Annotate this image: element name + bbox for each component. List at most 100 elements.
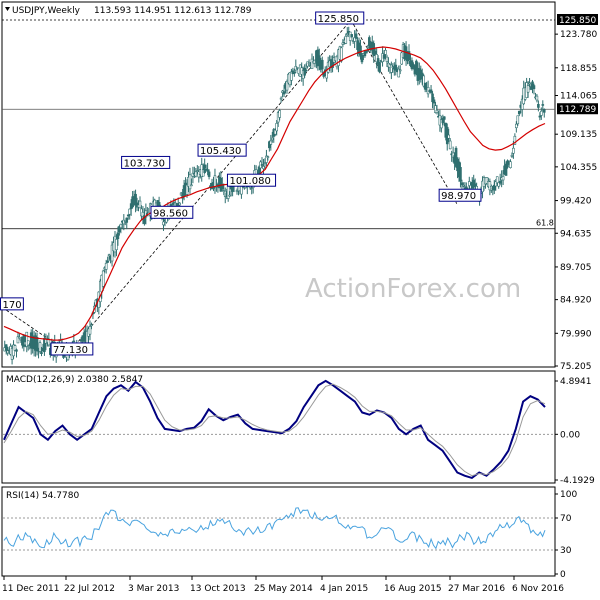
candle-body [13,345,17,351]
candle-body [38,342,42,352]
annotation-box [438,188,482,202]
annotation-label: 103.730 [124,158,165,169]
candle-body [429,89,433,93]
price-tick-label: 109.135 [560,130,597,140]
annotation-box [150,205,194,219]
candle-body [204,168,208,170]
candle-body [398,69,402,72]
rsi-panel-frame [1,486,556,577]
fib-label: 61.8 [536,219,554,228]
rsi-series [3,507,554,551]
candle-body [501,176,505,181]
candle-body [359,45,362,56]
x-tick-label: 22 Jul 2012 [64,584,115,594]
candle-body [495,176,499,184]
candle-body [394,64,398,71]
candle-body [513,135,517,145]
candle-body [460,182,464,186]
x-tick-label: 4 Jan 2015 [320,584,368,594]
candle-body [104,262,108,270]
x-tick-label: 27 Mar 2016 [448,584,505,594]
macd-panel-frame [1,370,556,484]
candle-body [310,58,314,69]
candle-body [340,47,343,62]
price-tick-label: 123.780 [560,30,597,40]
candle-body [422,75,426,87]
candle-body [528,82,531,85]
candle-body [115,239,118,251]
candle-body [532,85,536,90]
candle-body [517,110,521,115]
candle-body [350,34,353,38]
candle-body [542,109,546,113]
candle-body [373,50,377,55]
header-symbol: USDJPY,Weekly [12,6,81,16]
candle-body [282,91,286,95]
candle-body [442,116,446,120]
annotation-label: 170 [2,300,21,311]
price-tick-label: 94.635 [560,229,592,239]
candle-body [35,337,39,352]
candle-body [366,46,370,49]
candle-body [354,33,358,39]
candle-body [266,156,270,158]
candle-body [390,64,393,73]
candle-body [432,99,436,104]
candle-body [206,169,209,172]
price-tick-label: 99.420 [560,197,592,207]
price-tick-label: 104.355 [560,163,597,173]
candle-body [382,54,386,59]
x-tick-label: 3 Mar 2013 [128,584,179,594]
candle-body [275,123,279,132]
watermark: ActionForex.com [305,274,521,304]
candle-body [190,184,193,187]
x-tick-label: 16 Aug 2015 [384,584,442,594]
candle-body [16,336,20,344]
x-tick-label: 6 Nov 2016 [512,584,564,594]
candle-body [368,37,371,46]
candle-body [320,59,324,70]
candle-body [90,324,93,327]
header-ohlc: 113.593 114.951 112.613 112.789 [94,6,252,16]
candle-body [459,167,462,182]
candle-body [138,200,142,209]
rsi-tick-label: 70 [560,514,572,524]
candle-body [194,171,198,177]
candle-body [385,56,389,62]
trend-line [68,19,352,354]
top-price-label: 125.850 [559,16,596,26]
candle-body [516,115,520,125]
macd-series [3,379,554,480]
x-tick-label: 25 May 2014 [254,584,313,594]
candle-body [526,85,530,93]
candle-body [270,137,274,141]
candle-body [378,62,381,73]
price-tick-label: 79.990 [560,329,592,339]
candle-body [178,202,181,206]
candle-body [498,180,502,184]
candle-body [341,42,345,45]
top-price-box [557,14,598,25]
x-axis: 11 Dec 2011 22 Jul 2012 3 Mar 2013 13 Oct 2… [2,576,564,594]
annotation-box [50,342,94,356]
rsi-y-axis: 100 70 30 0 [555,490,577,580]
candle-body [538,115,542,118]
candle-body [207,171,211,177]
candle-body [541,104,545,106]
annotation-box [197,143,247,157]
candle-body [88,326,92,335]
annotation-box [121,155,171,169]
annotation-label: 77.130 [53,345,88,356]
macd-line [3,379,546,480]
candle-body [447,134,451,139]
moving-average-line [3,46,546,341]
candle-body [384,49,387,55]
candle-body [515,123,518,129]
macd-tick-label: -4.1929 [560,476,595,486]
macd-tick-label: 0.00 [560,430,580,440]
x-tick-label: 11 Dec 2011 [2,584,60,594]
price-reference-lines [2,19,555,230]
annotation-box [226,173,277,187]
candle-body [290,71,293,81]
